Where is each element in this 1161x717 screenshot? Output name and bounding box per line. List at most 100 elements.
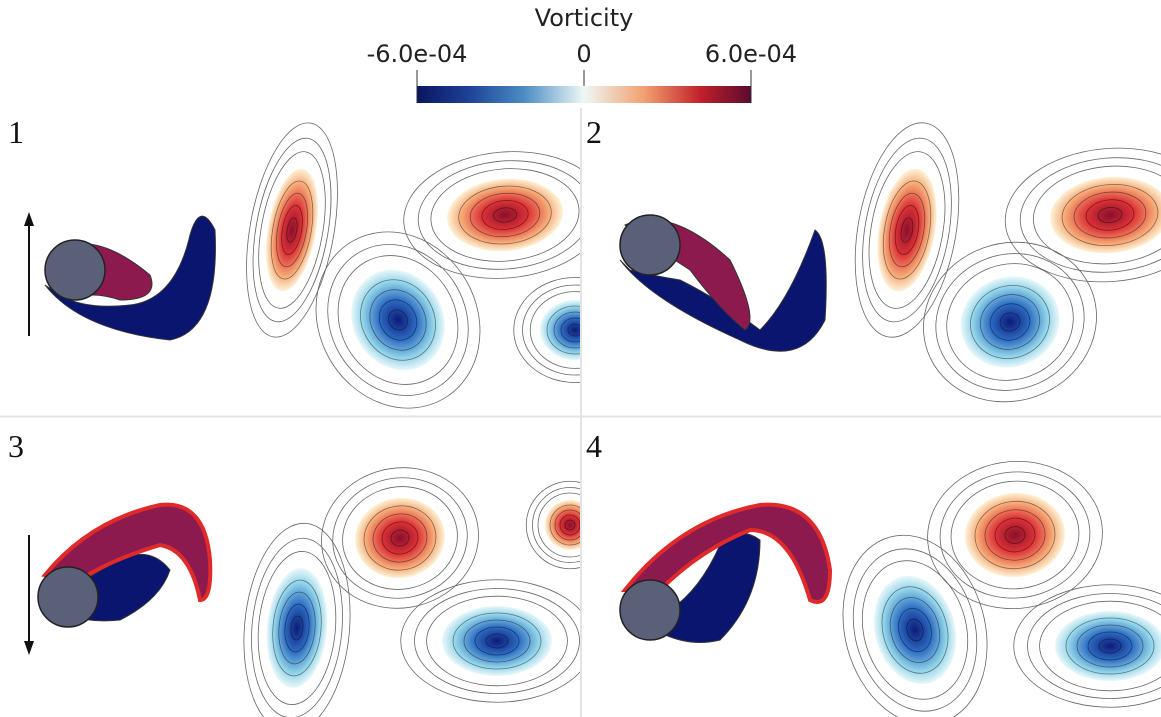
contour-line [290,615,304,641]
contour-line [1073,191,1147,239]
vortex [540,300,580,360]
contour-line [1013,584,1161,708]
contour-line [894,205,920,255]
vortex [447,178,563,252]
panel [44,122,580,409]
contour-line [417,160,580,270]
contour-line [360,279,436,361]
contour-line [430,168,580,262]
contour-line [276,192,308,268]
shear-layer [41,502,213,603]
contour-line [898,607,932,653]
contour-line [270,180,314,280]
contour-line [984,509,1046,561]
contour-line [970,285,1050,359]
contour-line [286,217,298,243]
contour-line [332,477,468,599]
contour-line [939,471,1091,599]
contour-line [378,299,418,341]
panel [619,460,1161,717]
contour-line [493,207,517,223]
colorbar [417,86,751,103]
contour-line [549,504,580,546]
panel-label: 2 [586,114,602,150]
contour-line [989,303,1031,341]
contour-line [485,633,509,649]
cylinder [37,566,99,628]
contour-line [559,514,580,536]
contour-line [278,591,316,665]
contour-line [560,317,580,343]
contour-line [868,151,946,309]
contour-line [1004,526,1026,544]
contour-line [400,579,580,703]
contour-line [1087,631,1133,661]
contour-line [513,277,580,383]
contour-line [246,122,338,338]
colorbar-tick-label: 6.0e-04 [705,40,797,68]
contour-line [1004,147,1161,283]
contour-line [1097,206,1123,224]
contour-line [257,551,337,705]
colorbar-tick-label: -6.0e-04 [367,40,468,68]
vortex [877,168,937,292]
vortex [442,606,552,676]
contour-line [974,500,1056,570]
contour-line [862,137,952,323]
contour-line [906,618,924,642]
contour-line [414,588,580,694]
cylinder [619,579,681,641]
contour-line [284,603,310,653]
contour-line [1085,199,1135,231]
contour-line [888,192,926,268]
contour-line [458,185,552,245]
contour-line [852,548,978,712]
contour-line [979,294,1041,350]
contour-line [1061,184,1159,246]
cylinder [619,214,681,276]
contour-line [369,289,427,351]
contour-line [553,311,580,349]
contour-line [469,192,541,238]
contour-line [854,122,960,338]
contour-line [1039,600,1161,692]
contour-line [1076,624,1144,668]
contour-line [1032,165,1161,265]
contour-line [1019,157,1161,273]
contour-line [554,509,580,541]
vortex [1050,176,1161,254]
contour-line [258,151,326,309]
contour-line [327,244,469,396]
contour-line [889,597,941,663]
contour-line [426,595,568,687]
contour-line [564,519,576,531]
contour-line [950,480,1080,590]
vortex [545,500,580,550]
contour-line [900,217,914,243]
vortex [355,497,445,579]
contour-line [272,579,322,677]
shear-layer [619,229,827,352]
vortex [266,168,318,292]
contour-line [363,505,437,571]
contour-line [388,309,408,331]
vortex [351,269,445,371]
vortex [965,492,1065,578]
contour-line [1027,593,1161,699]
panel [37,467,580,717]
panel-label: 3 [8,428,24,464]
contour-line [532,487,580,563]
contour-line [935,253,1085,391]
contour-line [251,537,343,717]
contour-line [525,480,580,570]
vortex [266,568,328,688]
contour-line [390,529,410,547]
contour-line [481,200,529,230]
contour-line [372,513,428,563]
contour-line [522,284,580,376]
shear-layer [620,502,833,604]
contour-line [452,612,542,670]
contour-line [529,291,580,369]
contour-line [474,626,520,656]
contour-line [281,205,303,255]
